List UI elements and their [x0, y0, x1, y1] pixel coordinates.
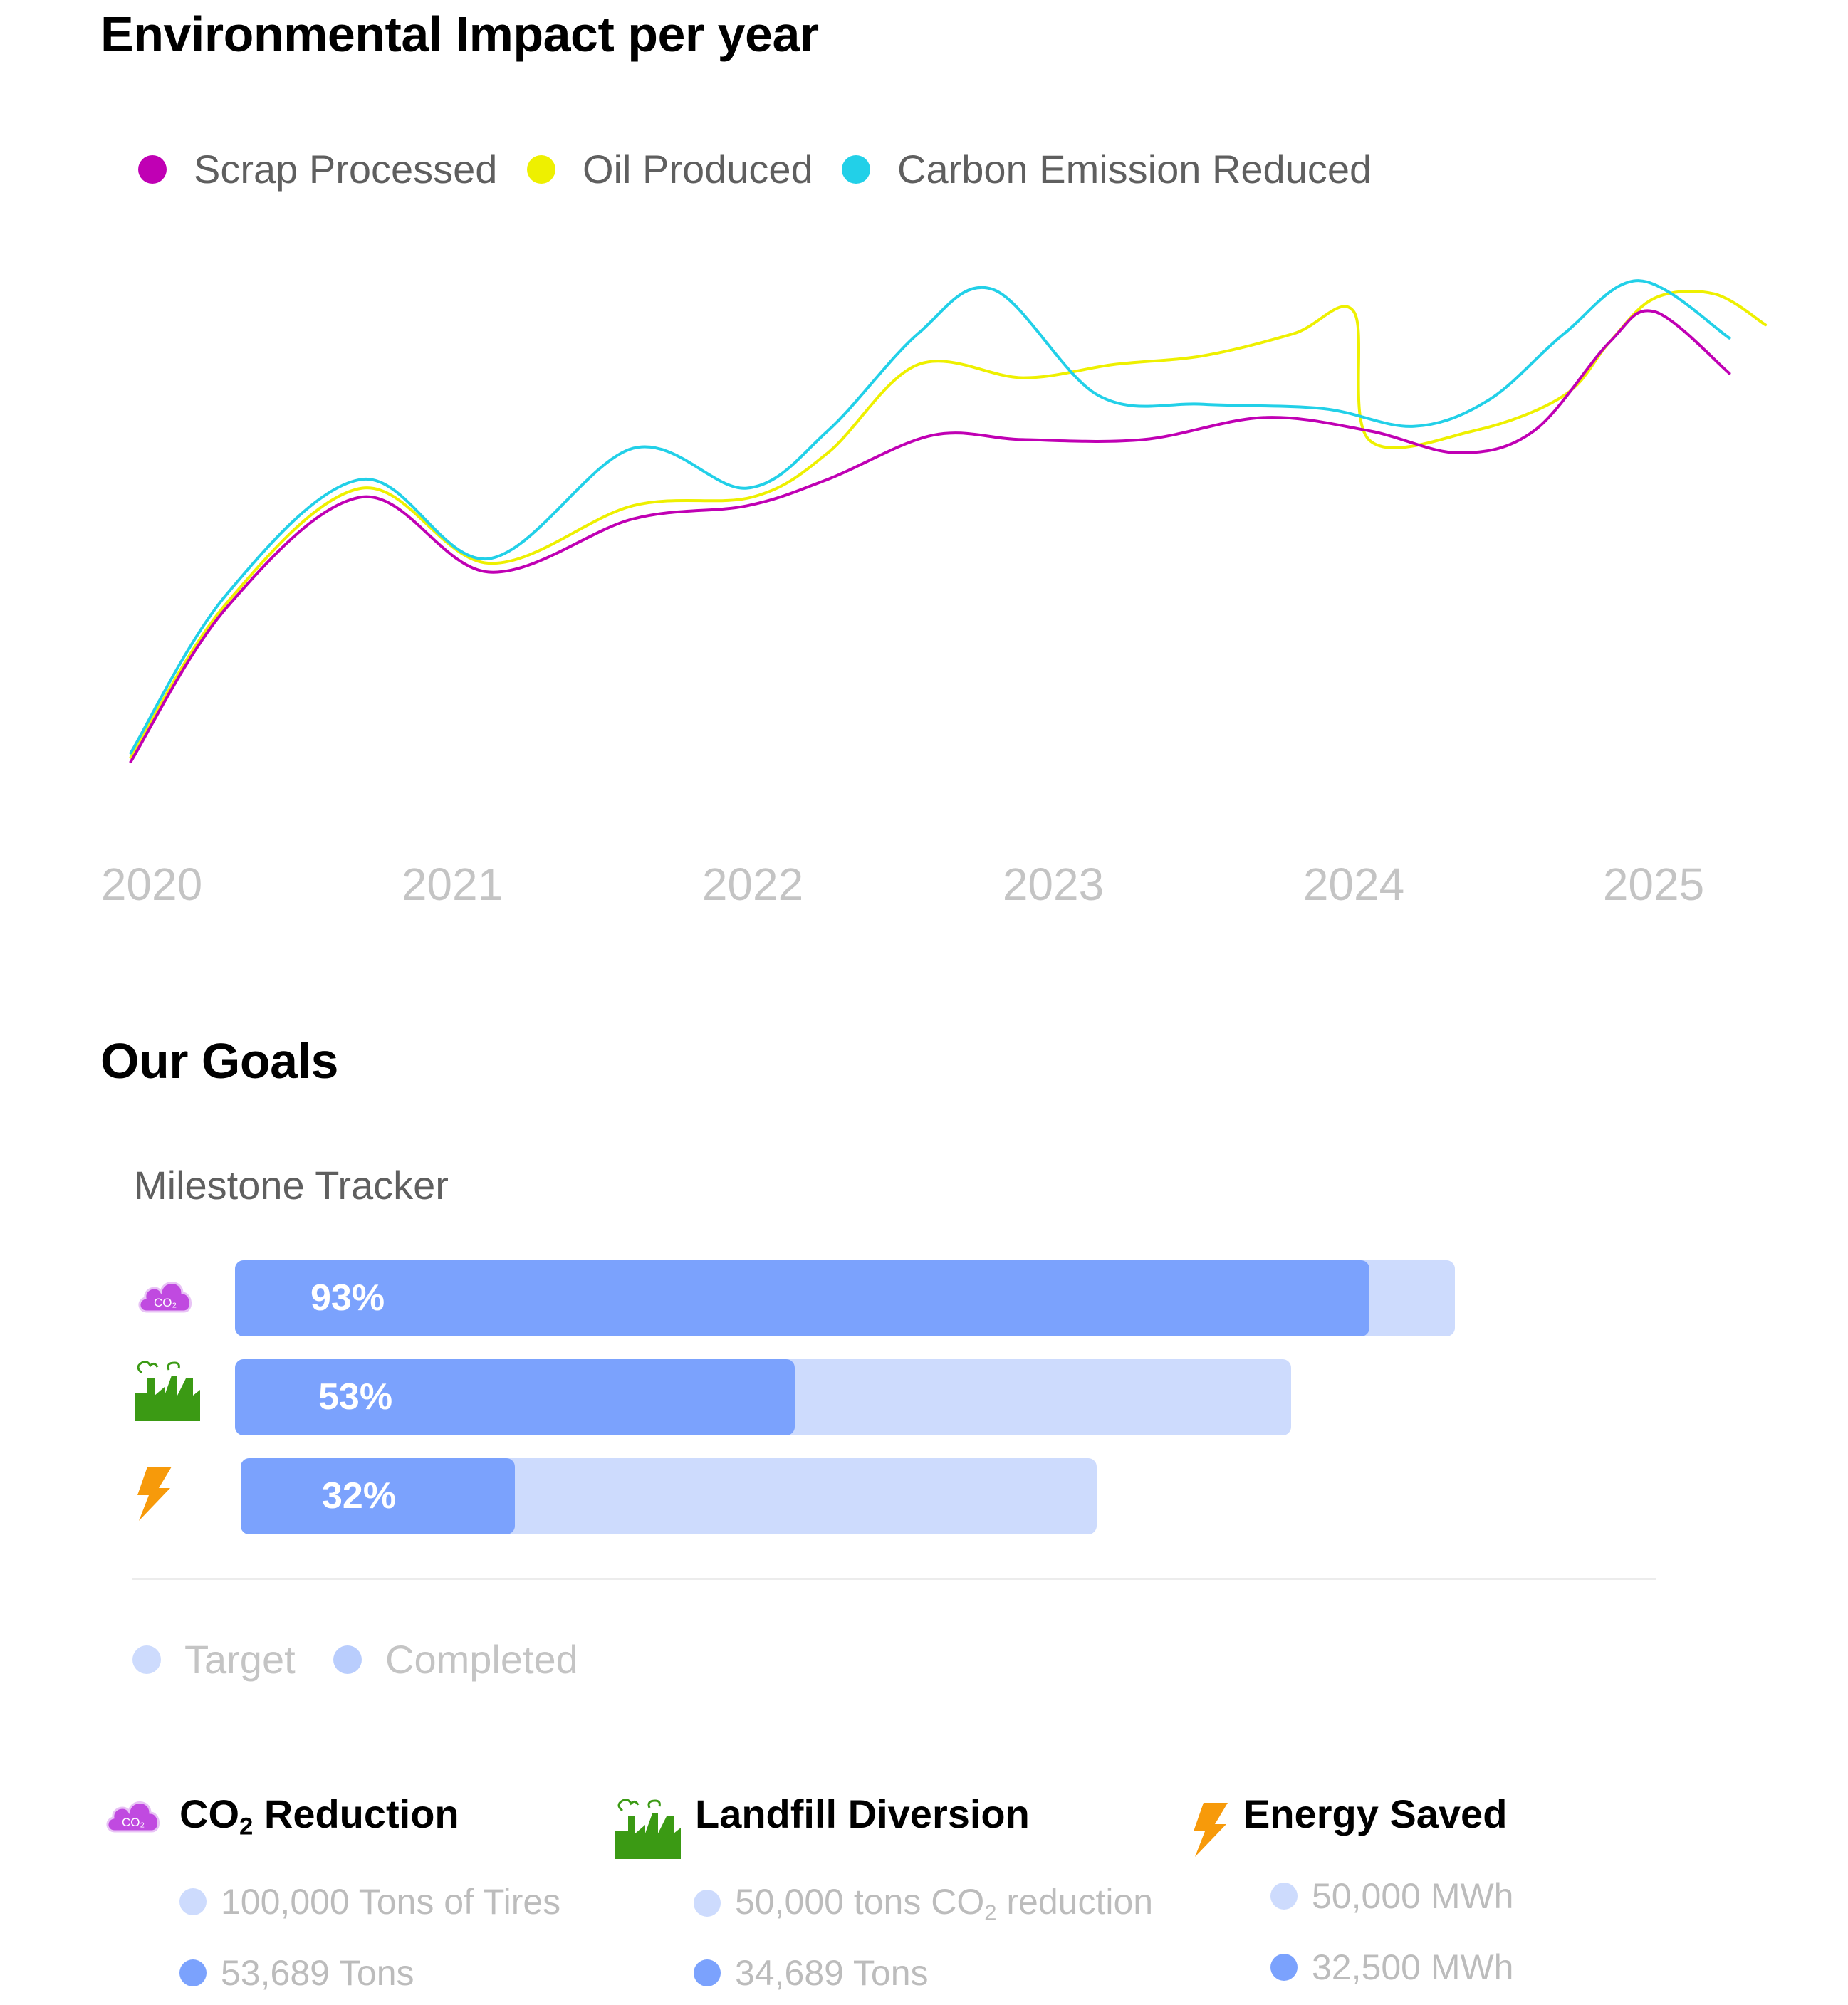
kpi-landfill-target-sub: 2 [984, 1900, 997, 1925]
kpi-energy-target-text: 50,000 MWh [1312, 1876, 1514, 1916]
legend-dot-oil [527, 155, 555, 184]
legend-dot-carbon [842, 155, 870, 184]
legend-dot-scrap [138, 155, 167, 184]
svg-text:CO₂: CO₂ [122, 1816, 145, 1829]
energy-completed-bar [241, 1458, 515, 1534]
impact-title: Environmental Impact per year [100, 6, 819, 62]
kpi-energy-icon [1188, 1801, 1231, 1858]
legend-completed[interactable]: Completed [333, 1636, 578, 1682]
landfill-completed-bar [235, 1359, 795, 1435]
lightning-icon [132, 1465, 174, 1522]
goals-title: Our Goals [100, 1033, 338, 1089]
x-tick-2021: 2021 [401, 859, 503, 910]
x-tick-2020: 2020 [100, 859, 203, 910]
kpi-landfill-completed: 34,689 Tons [694, 1952, 929, 1994]
legend-label-scrap: Scrap Processed [194, 147, 498, 192]
goals-divider [132, 1578, 1656, 1580]
legend-oil-produced[interactable]: Oil Produced [527, 146, 813, 192]
kpi-energy-completed-text: 32,500 MWh [1312, 1947, 1514, 1987]
co2-percent-label: 93% [310, 1277, 385, 1319]
milestone-tracker-title: Milestone Tracker [134, 1163, 449, 1208]
co2-completed-bar [235, 1260, 1370, 1336]
factory-icon [132, 1360, 203, 1423]
series-line-carbon-emission-reduced[interactable] [129, 279, 1731, 755]
kpi-landfill-target-dot [694, 1890, 721, 1917]
landfill-target-bar: 53% [235, 1359, 1291, 1435]
kpi-co2-target-dot [179, 1888, 207, 1915]
kpi-landfill-target-main: 50,000 tons CO [735, 1882, 985, 1922]
series-line-scrap-processed[interactable] [129, 309, 1731, 763]
kpi-landfill-title: Landfill Diversion [695, 1791, 1030, 1836]
kpi-energy-target: 50,000 MWh [1270, 1875, 1513, 1917]
kpi-landfill-icon [612, 1798, 684, 1860]
co2-cloud-icon: CO₂ [135, 1274, 196, 1317]
legend-target[interactable]: Target [132, 1636, 296, 1682]
svg-text:CO₂: CO₂ [154, 1296, 177, 1309]
kpi-co2-target: 100,000 Tons of Tires [179, 1881, 560, 1922]
landfill-percent-label: 53% [318, 1376, 393, 1418]
kpi-co2-title-rest: Reduction [253, 1791, 459, 1836]
kpi-co2-title-sub: 2 [239, 1813, 254, 1841]
kpi-landfill-completed-text: 34,689 Tons [735, 1953, 929, 1993]
kpi-energy-completed-dot [1270, 1954, 1298, 1981]
kpi-co2-title: CO2 Reduction [179, 1791, 459, 1841]
series-line-oil-produced[interactable] [129, 290, 1768, 759]
legend-carbon-emission-reduced[interactable]: Carbon Emission Reduced [842, 146, 1372, 192]
kpi-landfill-target-text: 50,000 tons CO2 reduction [735, 1881, 1153, 1926]
kpi-energy-title: Energy Saved [1243, 1791, 1508, 1836]
x-tick-2023: 2023 [1002, 859, 1105, 910]
legend-label-carbon: Carbon Emission Reduced [897, 147, 1372, 192]
kpi-landfill-completed-dot [694, 1959, 721, 1986]
legend-dot-completed [333, 1645, 362, 1674]
kpi-co2-completed: 53,689 Tons [179, 1952, 414, 1994]
legend-scrap-processed[interactable]: Scrap Processed [138, 146, 497, 192]
x-tick-2022: 2022 [701, 859, 804, 910]
energy-percent-label: 32% [322, 1475, 397, 1517]
legend-label-completed: Completed [385, 1637, 578, 1682]
kpi-co2-title-main: CO [179, 1791, 239, 1836]
kpi-co2-completed-text: 53,689 Tons [221, 1953, 414, 1993]
kpi-landfill-target-rest: reduction [996, 1882, 1154, 1922]
kpi-energy-target-dot [1270, 1883, 1298, 1910]
x-tick-2025: 2025 [1602, 859, 1705, 910]
legend-label-oil: Oil Produced [583, 147, 813, 192]
co2-target-bar: 93% [235, 1260, 1455, 1336]
impact-line-chart [129, 279, 1768, 763]
kpi-co2-target-text: 100,000 Tons of Tires [221, 1882, 561, 1922]
kpi-co2-completed-dot [179, 1959, 207, 1986]
kpi-landfill-target: 50,000 tons CO2 reduction [694, 1881, 1153, 1926]
legend-label-target: Target [184, 1637, 296, 1682]
x-tick-2024: 2024 [1303, 859, 1405, 910]
energy-target-bar: 32% [241, 1458, 1097, 1534]
kpi-co2-icon: CO₂ [103, 1794, 164, 1837]
kpi-energy-completed: 32,500 MWh [1270, 1947, 1513, 1988]
legend-dot-target [132, 1645, 161, 1674]
